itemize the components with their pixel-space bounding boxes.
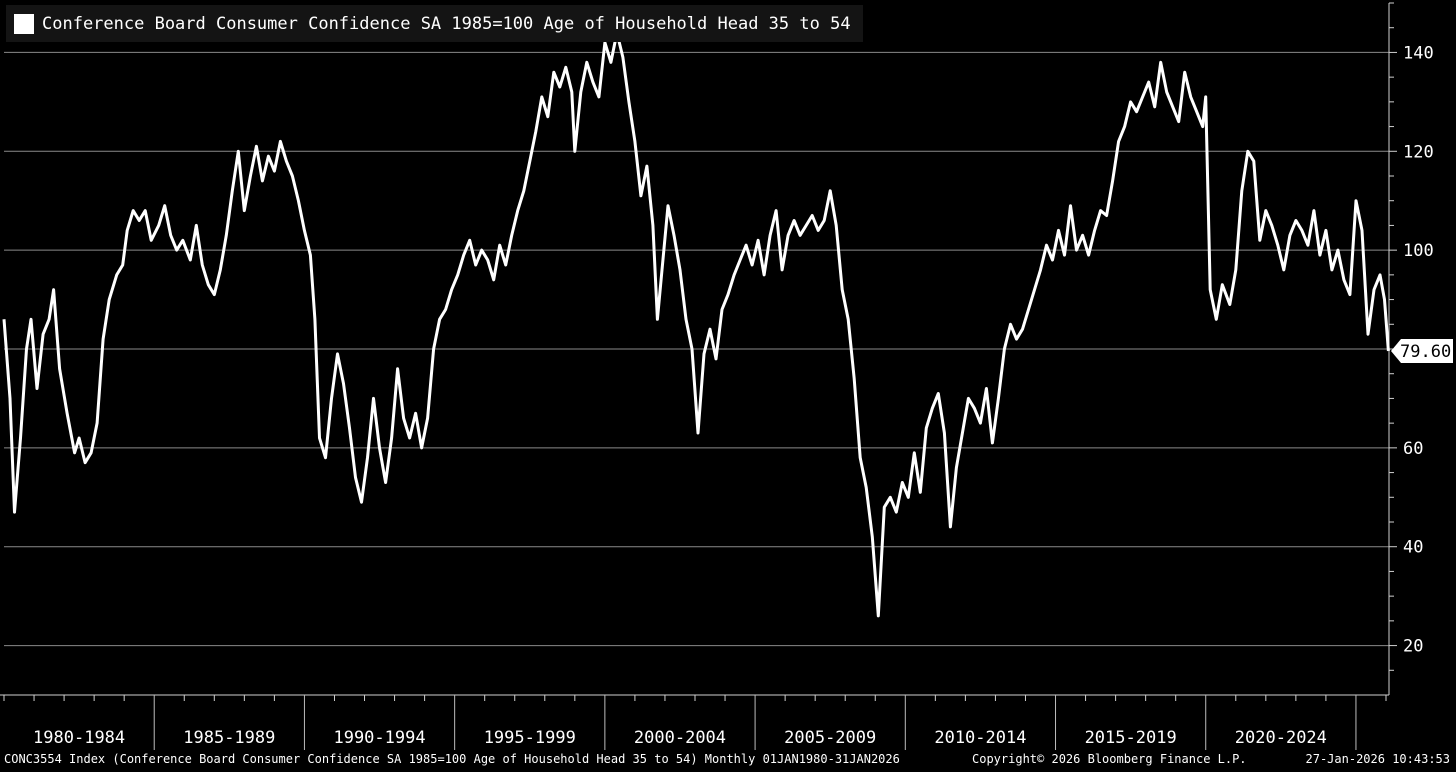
y-tick-label: 60 [1403, 439, 1423, 459]
footer-copyright: Copyright© 2026 Bloomberg Finance L.P. [972, 752, 1247, 766]
last-value-marker: 79.60 [1391, 338, 1453, 363]
legend-label: Conference Board Consumer Confidence SA … [42, 13, 851, 34]
x-tick-label: 2000-2004 [634, 728, 726, 748]
gridlines [4, 51, 1389, 647]
series-line [2, 31, 1390, 618]
y-tick-label: 20 [1403, 637, 1423, 657]
x-tick-label: 2010-2014 [934, 728, 1026, 748]
x-tick-label: 2015-2019 [1085, 728, 1177, 748]
x-tick-label: 2020-2024 [1235, 728, 1327, 748]
x-tick-label: 2005-2009 [784, 728, 876, 748]
y-tick-label: 100 [1403, 241, 1434, 261]
x-tick-label: 1980-1984 [33, 728, 125, 748]
x-tick-label: 1985-1989 [183, 728, 275, 748]
x-tick-label: 1990-1994 [333, 728, 425, 748]
footer-source: CONC3554 Index (Conference Board Consume… [4, 752, 900, 766]
x-axis: 1980-1984 1985-1989 1990-1994 1995-1999 2000… [0, 694, 1389, 750]
series-group [2, 31, 1390, 618]
legend-swatch [14, 13, 34, 34]
y-tick-label: 120 [1403, 142, 1434, 162]
footer-timestamp: 27-Jan-2026 10:43:53 [1305, 752, 1451, 766]
last-value-tag [1391, 338, 1453, 363]
legend: Conference Board Consumer Confidence SA … [6, 5, 863, 42]
y-tick-label: 140 [1403, 43, 1434, 63]
y-tick-label: 40 [1403, 538, 1423, 558]
last-value-label: 79.60 [1400, 342, 1451, 362]
x-tick-label: 1995-1999 [484, 728, 576, 748]
